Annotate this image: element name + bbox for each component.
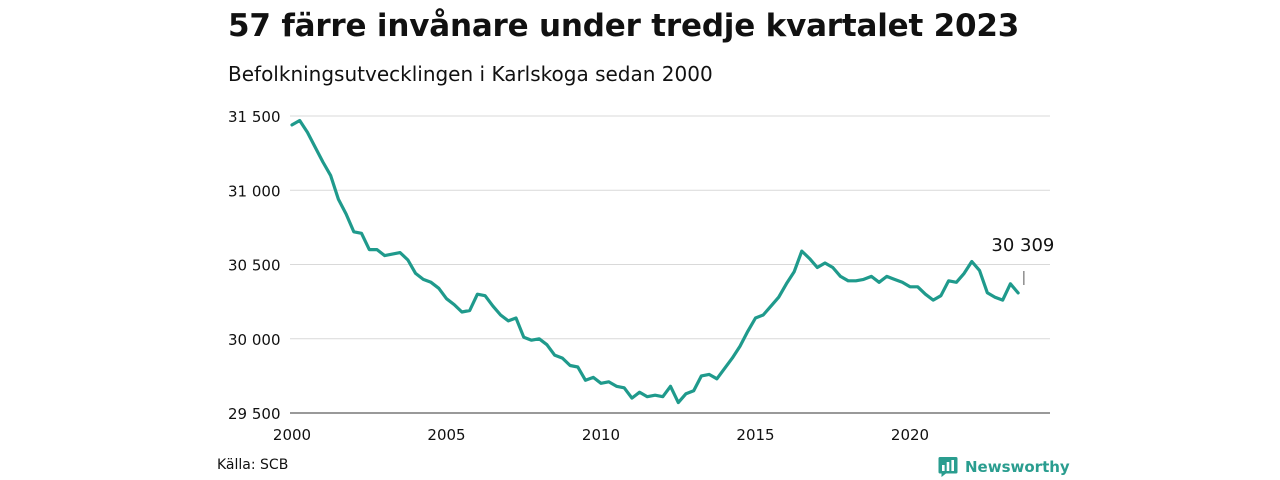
newsworthy-logo-icon [938, 457, 958, 477]
annotation-label: 30 309 [991, 235, 1054, 256]
y-tick-label: 30 000 [228, 331, 281, 349]
x-tick-label: 2000 [273, 426, 311, 444]
y-axis-tick-labels: 29 500 30 000 30 500 31 000 31 500 [228, 108, 281, 423]
brand-name: Newsworthy [965, 458, 1070, 476]
y-tick-label: 30 500 [228, 257, 281, 275]
series-layer [290, 118, 1020, 405]
source-note: Källa: SCB [217, 457, 289, 473]
annotation-layer: 30 309 [991, 235, 1054, 285]
brand: Newsworthy [938, 456, 1070, 478]
x-axis-tick-labels: 2000 2005 2010 2015 2020 [273, 426, 929, 444]
chart-subtitle: Befolkningsutvecklingen i Karlskoga seda… [228, 62, 713, 86]
series-line [290, 118, 1020, 405]
chart-title: 57 färre invånare under tredje kvartalet… [228, 8, 1020, 44]
x-tick-label: 2015 [736, 426, 774, 444]
x-tick-label: 2010 [582, 426, 620, 444]
gridlines [290, 115, 1050, 414]
y-tick-label: 29 500 [228, 405, 281, 423]
x-tick-label: 2005 [427, 426, 465, 444]
y-tick-label: 31 000 [228, 182, 281, 200]
x-tick-label: 2020 [891, 426, 929, 444]
y-tick-label: 31 500 [228, 108, 281, 126]
